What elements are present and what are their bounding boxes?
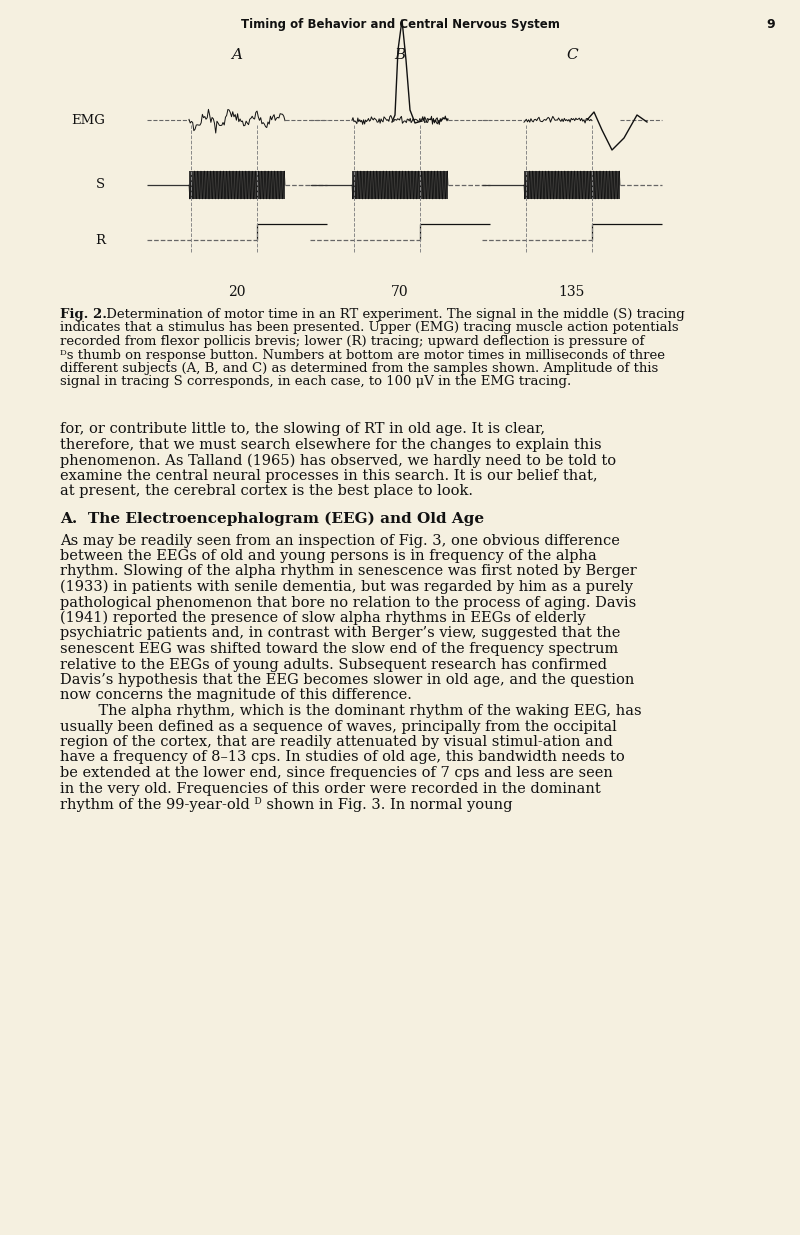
Text: S: S	[96, 179, 105, 191]
Text: ᴰs thumb on response button. Numbers at bottom are motor times in milliseconds o: ᴰs thumb on response button. Numbers at …	[60, 348, 665, 362]
Text: R: R	[95, 233, 105, 247]
Text: 20: 20	[228, 285, 246, 299]
Text: in the very old. Frequencies of this order were recorded in the dominant: in the very old. Frequencies of this ord…	[60, 782, 601, 795]
Text: for, or contribute little to, the slowing of RT in old age. It is clear,: for, or contribute little to, the slowin…	[60, 422, 545, 436]
Text: (1933) in patients with senile dementia, but was regarded by him as a purely: (1933) in patients with senile dementia,…	[60, 580, 633, 594]
Text: different subjects (A, B, and C) as determined from the samples shown. Amplitude: different subjects (A, B, and C) as dete…	[60, 362, 658, 375]
Text: As may be readily seen from an inspection of Fig. 3, one obvious difference: As may be readily seen from an inspectio…	[60, 534, 620, 547]
Text: 9: 9	[766, 19, 775, 31]
Text: have a frequency of 8–13 cps. In studies of old age, this bandwidth needs to: have a frequency of 8–13 cps. In studies…	[60, 751, 625, 764]
Text: now concerns the magnitude of this difference.: now concerns the magnitude of this diffe…	[60, 688, 412, 703]
Text: indicates that a stimulus has been presented. Upper (EMG) tracing muscle action : indicates that a stimulus has been prese…	[60, 321, 678, 335]
Text: therefore, that we must search elsewhere for the changes to explain this: therefore, that we must search elsewhere…	[60, 438, 602, 452]
Text: The Electroencephalogram (EEG) and Old Age: The Electroencephalogram (EEG) and Old A…	[88, 513, 484, 526]
Text: Determination of motor time in an RT experiment. The signal in the middle (S) tr: Determination of motor time in an RT exp…	[102, 308, 685, 321]
Text: C: C	[566, 48, 578, 62]
Text: at present, the cerebral cortex is the best place to look.: at present, the cerebral cortex is the b…	[60, 484, 473, 499]
Text: A: A	[231, 48, 242, 62]
Text: Fig. 2.: Fig. 2.	[60, 308, 107, 321]
Text: psychiatric patients and, in contrast with Berger’s view, suggested that the: psychiatric patients and, in contrast wi…	[60, 626, 620, 641]
Text: pathological phenomenon that bore no relation to the process of aging. Davis: pathological phenomenon that bore no rel…	[60, 595, 636, 610]
Text: examine the central neural processes in this search. It is our belief that,: examine the central neural processes in …	[60, 469, 598, 483]
Text: senescent EEG was shifted toward the slow end of the frequency spectrum: senescent EEG was shifted toward the slo…	[60, 642, 618, 656]
Text: region of the cortex, that are readily attenuated by visual stimul­ation and: region of the cortex, that are readily a…	[60, 735, 613, 748]
Text: EMG: EMG	[71, 114, 105, 126]
Text: (1941) reported the presence of slow alpha rhythms in EEGs of elderly: (1941) reported the presence of slow alp…	[60, 611, 586, 625]
Text: be extended at the lower end, since frequencies of 7 cps and less are seen: be extended at the lower end, since freq…	[60, 766, 613, 781]
Text: A.: A.	[60, 513, 78, 526]
Text: Davis’s hypothesis that the EEG becomes slower in old age, and the question: Davis’s hypothesis that the EEG becomes …	[60, 673, 634, 687]
Text: rhythm of the 99-year-old ᴰ shown in Fig. 3. In normal young: rhythm of the 99-year-old ᴰ shown in Fig…	[60, 797, 513, 811]
Text: 70: 70	[391, 285, 409, 299]
Text: between the EEGs of old and young persons is in frequency of the alpha: between the EEGs of old and young person…	[60, 550, 597, 563]
Text: Timing of Behavior and Central Nervous System: Timing of Behavior and Central Nervous S…	[241, 19, 559, 31]
Text: B: B	[394, 48, 406, 62]
Text: usually been defined as a sequence of waves, principally from the occipital: usually been defined as a sequence of wa…	[60, 720, 617, 734]
Text: relative to the EEGs of young adults. Subsequent research has confirmed: relative to the EEGs of young adults. Su…	[60, 657, 607, 672]
Text: phenomenon. As Talland (1965) has observed, we hardly need to be told to: phenomenon. As Talland (1965) has observ…	[60, 453, 616, 468]
Text: rhythm. Slowing of the alpha rhythm in senescence was first noted by Berger: rhythm. Slowing of the alpha rhythm in s…	[60, 564, 637, 578]
Text: recorded from flexor pollicis brevis; lower (R) tracing; upward deflection is pr: recorded from flexor pollicis brevis; lo…	[60, 335, 644, 348]
Text: signal in tracing S corresponds, in each case, to 100 μV in the EMG tracing.: signal in tracing S corresponds, in each…	[60, 375, 571, 389]
Text: The alpha rhythm, which is the dominant rhythm of the waking EEG, has: The alpha rhythm, which is the dominant …	[80, 704, 642, 718]
Text: 135: 135	[559, 285, 585, 299]
